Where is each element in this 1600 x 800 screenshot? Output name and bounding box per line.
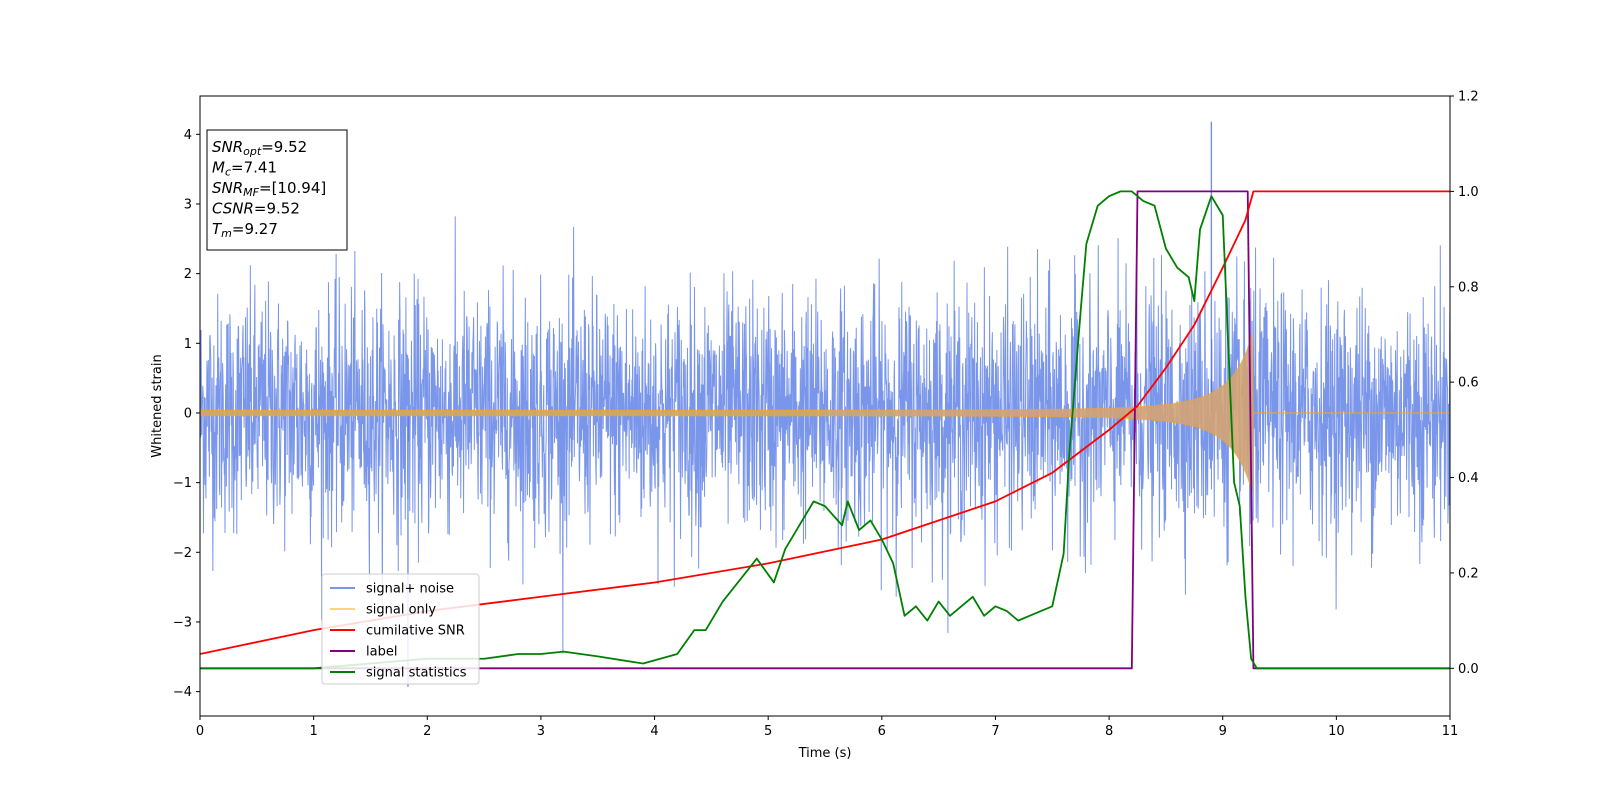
x-axis-label: Time (s) bbox=[798, 746, 852, 761]
info-line: Mc=7.41 bbox=[212, 159, 277, 179]
y-tick-label: 2 bbox=[184, 267, 192, 282]
legend-label: label bbox=[366, 645, 397, 660]
x-tick-label: 8 bbox=[1105, 724, 1113, 739]
signal-only-wave bbox=[200, 409, 826, 417]
x-tick-label: 3 bbox=[537, 724, 545, 739]
x-tick-label: 2 bbox=[423, 724, 431, 739]
y2-tick-label: 0.2 bbox=[1458, 566, 1479, 581]
y2-tick-label: 0.4 bbox=[1458, 471, 1479, 486]
info-line: SNRMF=[10.94] bbox=[212, 179, 326, 199]
legend-label: signal+ noise bbox=[366, 582, 454, 597]
legend-label: cumilative SNR bbox=[366, 624, 465, 639]
x-tick-label: 11 bbox=[1442, 724, 1459, 739]
y2-tick-label: 0.8 bbox=[1458, 280, 1479, 295]
y-tick-label: 1 bbox=[184, 337, 192, 352]
y2-tick-label: 1.0 bbox=[1458, 185, 1479, 200]
series-cumulative-snr bbox=[200, 190, 1450, 655]
x-tick-label: 10 bbox=[1328, 724, 1345, 739]
legend-label: signal statistics bbox=[366, 666, 467, 681]
axes-frame bbox=[199, 95, 1451, 717]
info-box: SNRopt=9.52Mc=7.41SNRMF=[10.94]CSNR=9.52… bbox=[206, 129, 348, 251]
y-tick-label: −1 bbox=[173, 476, 192, 491]
x-tick-label: 7 bbox=[991, 724, 999, 739]
x-tick-label: 5 bbox=[764, 724, 772, 739]
x-tick-label: 6 bbox=[878, 724, 886, 739]
y2-tick-label: 0.6 bbox=[1458, 376, 1479, 391]
plot-area bbox=[200, 121, 1450, 687]
y-tick-label: −3 bbox=[173, 615, 192, 630]
y-tick-label: −2 bbox=[173, 546, 192, 561]
y-tick-label: 0 bbox=[184, 406, 192, 421]
series-signal-statistics bbox=[200, 190, 1450, 670]
ticks: 0 1 2 3 4 5 6 7 8 9 10 1143210−1−2−3−41.21.00.80.60… bbox=[173, 90, 1479, 740]
info-line: CSNR=9.52 bbox=[212, 200, 300, 218]
y-tick-label: 3 bbox=[184, 197, 192, 212]
legend: signal+ noise signal only cumilative SNR la… bbox=[321, 573, 480, 685]
y-tick-label: 4 bbox=[184, 128, 192, 143]
legend-label: signal only bbox=[366, 603, 436, 618]
x-tick-label: 4 bbox=[650, 724, 658, 739]
y2-tick-label: 0.0 bbox=[1458, 662, 1479, 677]
legend-frame bbox=[321, 573, 480, 685]
y2-tick-label: 1.2 bbox=[1458, 90, 1479, 105]
x-tick-label: 9 bbox=[1219, 724, 1227, 739]
info-box-frame bbox=[206, 129, 348, 251]
y-tick-label: −4 bbox=[173, 685, 192, 700]
info-line: Tm=9.27 bbox=[212, 220, 278, 240]
y-axis-label: Whitened strain bbox=[150, 354, 165, 457]
x-tick-label: 1 bbox=[309, 724, 317, 739]
info-line: SNRopt=9.52 bbox=[212, 138, 307, 158]
x-tick-label: 0 bbox=[196, 724, 204, 739]
